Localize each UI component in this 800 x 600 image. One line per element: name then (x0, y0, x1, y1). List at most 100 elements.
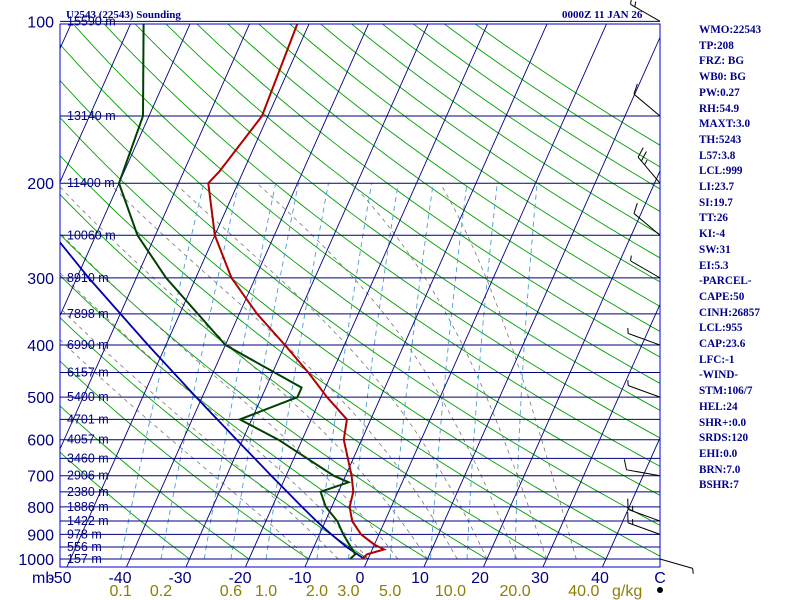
isotherm (60, 24, 191, 317)
wind-barb-staff (633, 93, 661, 117)
wind-barb (623, 459, 661, 477)
index-item: SI:19.7 (699, 196, 733, 209)
index-item: HEL:24 (699, 400, 738, 413)
temperature-tick-label: -10 (288, 570, 311, 587)
pressure-label: 500 (27, 390, 54, 407)
plot-frame (59, 23, 661, 568)
wind-barb (633, 203, 661, 236)
mixing-ratio-label: 2.0 (306, 583, 328, 600)
height-label: 978 m (67, 527, 102, 541)
wind-barb (630, 0, 661, 22)
mixing-ratio-label: 10.0 (435, 583, 466, 600)
height-label: 15590 m (67, 14, 116, 28)
wind-barb (637, 147, 661, 184)
mixing-ratio-label: 20.0 (500, 583, 531, 600)
sounding-time: 0000Z 11 JAN 26 (562, 9, 643, 21)
dry-adiabat (72, 24, 660, 467)
mixing-ratio-label: 0.1 (110, 583, 132, 600)
mixing-ratio-unit: g/kg (612, 583, 642, 600)
parcel-line (60, 241, 365, 560)
height-label: 2906 m (67, 469, 109, 483)
pressure-label: 400 (27, 338, 54, 355)
mixing-ratio-line (514, 183, 538, 559)
mixing-ratio-line (120, 183, 205, 560)
height-label: 8910 m (67, 271, 109, 285)
temperature-tick-label: C (654, 570, 666, 587)
height-label: 4701 m (67, 412, 109, 426)
moist-adiabat (60, 339, 309, 560)
pressure-label: 900 (27, 527, 54, 544)
index-item: BSHR:7 (699, 479, 739, 492)
wind-barb (630, 255, 661, 279)
pressure-label: 100 (27, 14, 54, 31)
calm-wind-marker (657, 587, 663, 593)
temperature-tick-label: 40 (591, 570, 609, 587)
index-item: CINH:26857 (699, 306, 760, 319)
mixing-ratio-label: 0.6 (220, 583, 242, 600)
isotherm (66, 24, 310, 567)
height-label: 4057 m (67, 433, 109, 447)
height-label: 157 m (67, 552, 102, 566)
moist-adiabat (174, 182, 488, 560)
temperature-tick-label: -20 (228, 570, 251, 587)
pressure-label: 700 (27, 469, 54, 486)
index-item: PW:0.27 (699, 86, 740, 99)
moist-adiabat (109, 182, 458, 560)
pressure-label: 800 (27, 500, 54, 517)
wind-barb (627, 511, 661, 535)
wind-barb-staff (627, 508, 661, 522)
index-item: SHR+:0.0 (699, 416, 747, 429)
wind-barb-flag (637, 147, 644, 158)
wind-barb-flag (633, 83, 638, 95)
isotherm (363, 24, 607, 567)
index-item: LCL:999 (699, 165, 743, 178)
height-label: 3460 m (67, 451, 109, 465)
isotherm (60, 24, 250, 451)
mixing-ratio-label: 1.0 (255, 583, 277, 600)
wind-barb-staff (659, 558, 693, 569)
index-item: TH:5243 (699, 133, 742, 146)
temperature-line (207, 24, 387, 560)
pressure-label: 300 (27, 271, 54, 288)
wind-barb-half (644, 159, 648, 166)
index-item: STM:106/7 (699, 385, 753, 398)
temperature-tick-label: -30 (168, 570, 191, 587)
mixing-ratio-label: 0.2 (150, 583, 172, 600)
wind-barb-half (630, 255, 632, 261)
isotherm (125, 24, 369, 567)
moist-adiabat (439, 183, 577, 560)
index-item: -WIND- (699, 369, 739, 382)
isotherm (60, 24, 72, 50)
pressure-label: 200 (27, 176, 54, 193)
isotherm (244, 24, 488, 567)
wind-barb-staff (627, 332, 661, 346)
wind-barb-half (692, 568, 694, 574)
index-item: LCL:955 (699, 322, 743, 335)
index-item: EHI:0.0 (699, 447, 738, 460)
temperature-tick-label: 30 (531, 570, 549, 587)
index-item: CAP:23.6 (699, 338, 746, 351)
height-label: 6990 m (67, 338, 109, 352)
wind-barb-staff (630, 260, 661, 279)
dry-adiabat (103, 24, 660, 439)
pressure-label: 1000 (18, 552, 54, 569)
wind-barb (659, 558, 694, 574)
temperature-tick-label: 20 (471, 570, 489, 587)
wind-barb (627, 498, 661, 522)
index-item: KI:-4 (699, 228, 726, 241)
temperature-tick-label: 10 (411, 570, 429, 587)
mixing-ratio-line (230, 183, 299, 560)
index-item: LFC:-1 (699, 353, 735, 366)
index-item: BRN:7.0 (699, 463, 741, 476)
moist-adiabat (60, 272, 369, 560)
sounding-title: U2543 (22543) Sounding (66, 9, 181, 21)
index-item: SRDS:120 (699, 432, 749, 445)
height-label: 13140 m (67, 109, 116, 123)
height-label: 2380 m (67, 485, 109, 499)
dewpoint-line (117, 24, 357, 560)
mixing-ratio-label: 3.0 (337, 583, 359, 600)
wind-barb-half (634, 1, 637, 7)
stability-indices: WMO:22543 TP:208 FRZ: BG WB0: BG PW:0.27 RH:5… (699, 23, 761, 494)
index-item: L57:3.8 (699, 149, 736, 162)
